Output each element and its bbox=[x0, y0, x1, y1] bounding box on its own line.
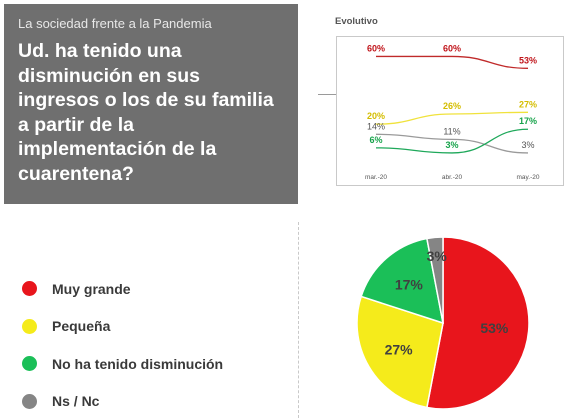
chart-frame bbox=[336, 36, 564, 186]
data-label-muy-grande: 60% bbox=[367, 43, 385, 53]
pie-slice-no-ha-tenido-disminucion bbox=[360, 237, 444, 325]
pie-label-muy-grande: 53% bbox=[480, 320, 509, 336]
series-line-muy-grande bbox=[376, 55, 529, 69]
data-label-pequena: 20% bbox=[367, 111, 385, 121]
x-tick-label: abr.-20 bbox=[442, 174, 463, 181]
legend-item-ns-nc: Ns / Nc bbox=[22, 383, 223, 420]
data-label-ns-nc: 3% bbox=[521, 140, 534, 150]
question-header: La sociedad frente a la Pandemia Ud. ha … bbox=[4, 4, 298, 204]
legend-label: Muy grande bbox=[52, 280, 131, 297]
pie-slice-pequena bbox=[356, 295, 444, 409]
data-label-no-ha-tenido-disminucion: 6% bbox=[369, 135, 382, 145]
pie-label-no-ha-tenido-disminucion: 17% bbox=[395, 276, 424, 292]
connector-line bbox=[318, 94, 336, 95]
legend-label: Ns / Nc bbox=[52, 393, 100, 410]
data-label-pequena: 27% bbox=[519, 99, 537, 109]
evolution-line-chart: 60% 60% 53% 20% 26% 27% 14% 11% 3% 6% 3% 17% mar.-20… bbox=[336, 36, 564, 186]
legend-dot-muy-grande bbox=[22, 281, 37, 297]
data-label-no-ha-tenido-disminucion: 3% bbox=[445, 140, 458, 150]
evolution-chart-title: Evolutivo bbox=[335, 16, 378, 27]
evolution-chart-panel: Evolutivo 60% 60% 53% 20% 26% 27% 14% 11% 3% 6% 3%… bbox=[318, 8, 568, 198]
legend-label: Pequeña bbox=[52, 318, 111, 335]
pie-label-ns-nc: 3% bbox=[427, 248, 448, 264]
series-line-ns-nc bbox=[375, 133, 529, 154]
data-label-muy-grande: 53% bbox=[519, 55, 537, 65]
income-pie-chart: 53% 27% 17%3% bbox=[356, 236, 530, 410]
x-tick-label: may.-20 bbox=[517, 174, 540, 181]
legend-item-no-disminucion: No ha tenido disminución bbox=[22, 345, 223, 383]
data-label-pequena: 26% bbox=[443, 101, 461, 111]
data-label-no-ha-tenido-disminucion: 17% bbox=[519, 116, 537, 126]
legend-dot-pequena bbox=[22, 318, 37, 334]
data-label-ns-nc: 14% bbox=[367, 121, 385, 131]
legend-dot-ns-nc bbox=[22, 393, 37, 409]
x-tick-label: mar.-20 bbox=[365, 174, 387, 181]
data-label-muy-grande: 60% bbox=[443, 43, 461, 53]
legend-dot-no-disminucion bbox=[22, 356, 37, 372]
question-title: Ud. ha tenido una disminución en sus ing… bbox=[18, 40, 274, 185]
section-subtitle: La sociedad frente a la Pandemia bbox=[18, 16, 212, 31]
pie-label-pequena: 27% bbox=[385, 341, 414, 357]
pie-legend: Muy grande Pequeña No ha tenido disminuc… bbox=[22, 270, 223, 420]
pie-slice-ns-nc bbox=[426, 236, 444, 324]
legend-label: No ha tenido disminución bbox=[52, 355, 224, 372]
section-divider bbox=[298, 222, 299, 418]
data-label-ns-nc: 11% bbox=[443, 126, 460, 136]
series-line-pequena bbox=[375, 111, 529, 125]
series-line-no-ha-tenido-disminucion bbox=[375, 128, 529, 154]
legend-item-pequena: Pequeña bbox=[22, 308, 223, 346]
pie-slice-muy-grande bbox=[426, 236, 530, 410]
legend-item-muy-grande: Muy grande bbox=[22, 270, 223, 308]
